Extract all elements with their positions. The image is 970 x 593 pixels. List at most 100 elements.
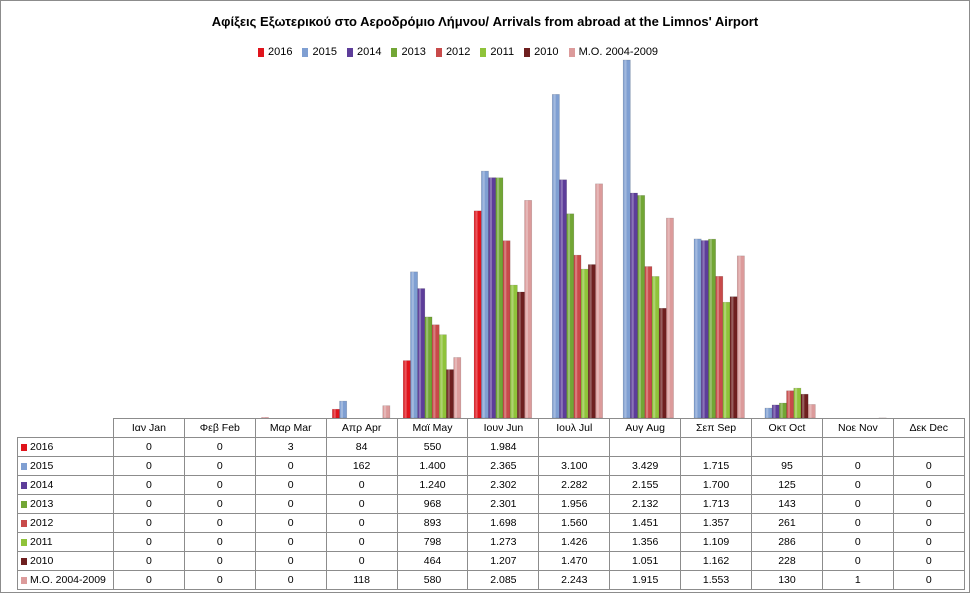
data-cell: 0 (113, 532, 185, 552)
legend-swatch (346, 47, 353, 57)
bar-2013-4 (424, 316, 433, 419)
bar-highlight (780, 403, 783, 418)
data-cell: 1.698 (467, 513, 540, 533)
legend-item: 2011 (480, 46, 514, 58)
bar-2014-4 (417, 288, 426, 419)
legend-item: 2015 (302, 46, 337, 58)
data-cell: 286 (751, 532, 823, 552)
legend-swatch (480, 47, 487, 57)
series-name: 2016 (30, 441, 54, 453)
data-cell: 0 (113, 437, 185, 457)
data-cell: 1.273 (467, 532, 540, 552)
category-label: Δεκ Dec (892, 418, 965, 438)
data-cell: 2.282 (538, 475, 611, 495)
data-cell: 0 (183, 437, 256, 457)
data-cell: 0 (113, 456, 185, 476)
data-cell (821, 437, 894, 457)
category-label: Φεβ Feb (183, 418, 256, 438)
bar-highlight (724, 302, 727, 418)
data-cell: 3.100 (538, 456, 611, 476)
bar-highlight (660, 308, 663, 418)
data-cell: 2.301 (467, 494, 540, 514)
bar-highlight (667, 218, 670, 418)
data-cell: 1.915 (609, 570, 682, 590)
legend-item: 2014 (346, 46, 382, 58)
data-cell: 0 (183, 475, 256, 495)
bar-highlight (454, 357, 458, 418)
data-cell: 1.700 (680, 475, 753, 495)
data-cell: 0 (113, 551, 185, 571)
chart-title: Αφίξεις Εξωτερικού στο Αεροδρόμιο Λήμνου… (211, 14, 759, 29)
data-cell: 118 (325, 570, 398, 590)
bar-2012-7 (644, 266, 653, 419)
data-cell: 0 (821, 513, 894, 533)
data-cell: 3 (254, 437, 327, 457)
data-cell (538, 437, 611, 457)
bar-highlight (766, 408, 769, 418)
legend-label: 2012 (445, 46, 471, 58)
series-name: 2010 (30, 555, 54, 567)
bar-highlight (426, 316, 429, 418)
bar-highlight (653, 276, 656, 418)
bar-2011-5 (509, 284, 518, 419)
series-swatch (21, 576, 27, 584)
data-cell: 0 (113, 475, 185, 495)
series-swatch (21, 519, 27, 527)
bar-highlight (738, 255, 741, 418)
table-row: 2010 0 0 0 0 464 1.207 1.470 1.051 1.162 228 0 0 (17, 551, 965, 571)
bar-20042009-5 (524, 200, 533, 419)
table-row: 2015 0 0 0 162 1.400 2.365 3.100 3.429 1.715 95 0 0 (17, 456, 965, 476)
category-label: Ιουν Jun (467, 418, 540, 438)
bar-highlight (333, 409, 336, 418)
data-cell: 0 (113, 513, 185, 533)
data-cell: 0 (183, 551, 256, 571)
bar-highlight (340, 401, 343, 418)
data-cell: 0 (892, 551, 965, 571)
bar-2015-7 (622, 59, 631, 419)
series-name: 2011 (30, 536, 53, 548)
bar-2015-3 (339, 400, 348, 419)
data-cell: 1.470 (538, 551, 611, 571)
bar-2011-9 (793, 387, 802, 419)
data-cell: 798 (396, 532, 469, 552)
data-cell: 1.207 (467, 551, 540, 571)
legend-label: 2011 (490, 46, 515, 58)
series-name: 2013 (30, 498, 54, 510)
data-cell: 0 (254, 513, 327, 533)
bar-2016-5 (473, 210, 482, 419)
data-cell: 0 (821, 532, 894, 552)
chart-legend: 2016 2015 2014 2013 2012 2011 2010 Μ.Ο. 2004-20… (258, 44, 668, 60)
data-cell: 1.553 (680, 570, 753, 590)
data-cell: 0 (325, 532, 398, 552)
bar-2013-7 (637, 195, 646, 419)
bar-2012-5 (502, 240, 511, 419)
data-cell: 0 (113, 570, 185, 590)
bar-highlight (560, 179, 563, 418)
bar-2013-6 (566, 213, 575, 419)
data-cell: 0 (183, 513, 256, 533)
data-cell: 0 (254, 532, 327, 552)
bar-2010-4 (446, 369, 454, 419)
legend-label: 2016 (268, 46, 293, 58)
data-cell: 0 (892, 513, 965, 533)
bar-highlight (709, 239, 712, 418)
bar-highlight (567, 213, 571, 418)
data-cell: 261 (751, 513, 823, 533)
table-row: 2016 0 0 3 84 550 1.984 (17, 437, 965, 457)
category-label: Ιαν Jan (113, 418, 185, 438)
data-cell: 2.302 (467, 475, 540, 495)
data-cell: 95 (751, 456, 823, 476)
data-cell (609, 437, 682, 457)
bar-highlight (489, 177, 492, 418)
data-cell: 0 (892, 532, 965, 552)
series-row-label: 2015 (17, 456, 114, 476)
data-cell: 0 (892, 494, 965, 514)
bar-2015-9 (764, 407, 773, 419)
series-name: Μ.Ο. 2004-2009 (30, 574, 106, 586)
series-swatch (21, 538, 27, 546)
legend-label: Μ.Ο. 2004-2009 (578, 46, 659, 58)
bar-2012-6 (573, 254, 582, 419)
legend-item: 2012 (435, 46, 471, 58)
data-cell: 1.984 (467, 437, 540, 457)
legend-label: 2014 (356, 46, 382, 58)
